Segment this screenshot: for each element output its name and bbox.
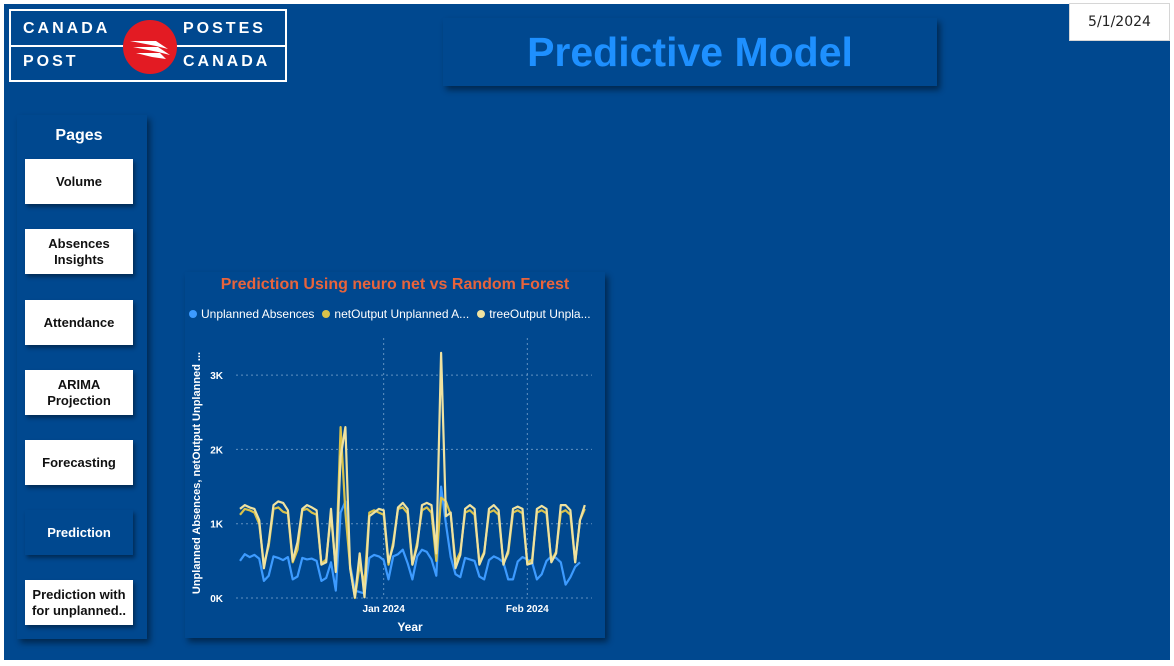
logo-text-bottom-right: CANADA: [183, 53, 271, 70]
legend-item[interactable]: Unplanned Absences: [189, 307, 314, 321]
y-tick-label: 0K: [210, 594, 224, 605]
legend-label: treeOutput Unpla...: [489, 307, 591, 321]
nav-button-prediction[interactable]: Prediction: [25, 510, 133, 555]
series-line: [239, 485, 581, 595]
page-title: Predictive Model: [527, 28, 853, 75]
series-line: [239, 351, 586, 599]
date-card: 5/1/2024: [1069, 3, 1170, 41]
nav-button-arima[interactable]: ARIMA Projection: [25, 370, 133, 415]
nav-button-absences[interactable]: Absences Insights: [25, 229, 133, 274]
x-tick-label: Jan 2024: [363, 604, 406, 615]
y-tick-label: 3K: [210, 371, 224, 382]
chart-legend[interactable]: Unplanned Absences netOutput Unplanned A.…: [189, 306, 599, 322]
nav-button-attendance[interactable]: Attendance: [25, 300, 133, 345]
prediction-chart-card: [185, 272, 605, 638]
x-tick-label: Feb 2024: [506, 604, 549, 615]
logo-text-bottom-left: POST: [23, 53, 79, 70]
x-axis-title: Year: [397, 620, 423, 634]
logo-text-top-right: POSTES: [183, 20, 266, 37]
prediction-line-chart[interactable]: 0K 1K 2K 3K Jan 2024 Feb 2024 Year Unplanned Ab…: [185, 325, 605, 637]
legend-item[interactable]: netOutput Unplanned A...: [322, 307, 469, 321]
pages-nav-title: Pages: [55, 127, 103, 144]
canada-post-logo: CANADA POST POSTES CANADA: [9, 9, 287, 82]
logo-text-top-left: CANADA: [23, 20, 111, 37]
legend-marker: [189, 310, 197, 318]
nav-button-forecasting[interactable]: Forecasting: [25, 440, 133, 485]
page-title-box: Predictive Model: [443, 18, 937, 86]
nav-button-prediction-with[interactable]: Prediction with for unplanned..: [25, 580, 133, 625]
canada-post-emblem-icon: [123, 20, 177, 74]
legend-item[interactable]: treeOutput Unpla...: [477, 307, 591, 321]
legend-label: netOutput Unplanned A...: [334, 307, 470, 321]
y-tick-label: 2K: [210, 445, 224, 456]
legend-marker: [477, 310, 486, 318]
y-axis-title: Unplanned Absences, netOutput Unplanned …: [191, 352, 203, 594]
chart-title: Prediction Using neuro net vs Random For…: [220, 276, 570, 293]
nav-button-volume[interactable]: Volume: [25, 159, 133, 204]
y-tick-label: 1K: [210, 520, 224, 531]
legend-label: Unplanned Absences: [201, 307, 315, 321]
legend-marker: [322, 310, 331, 318]
